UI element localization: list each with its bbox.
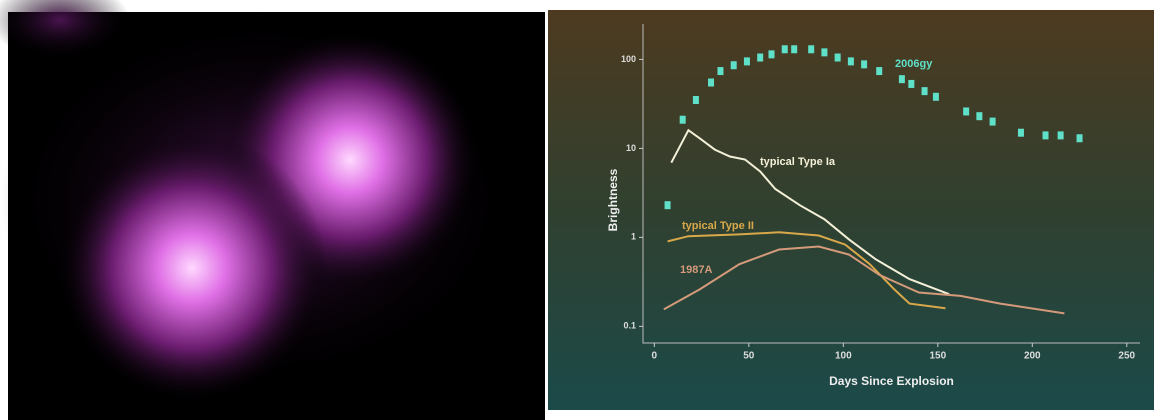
data-point bbox=[835, 54, 841, 62]
data-point bbox=[1018, 129, 1024, 137]
data-point bbox=[899, 75, 905, 83]
data-point bbox=[791, 45, 797, 53]
data-point bbox=[976, 112, 982, 120]
x-tick-label: 0 bbox=[652, 351, 658, 362]
series-label: 1987A bbox=[680, 264, 712, 276]
x-tick-label: 250 bbox=[1118, 351, 1135, 362]
data-point bbox=[922, 87, 928, 95]
data-point bbox=[876, 67, 882, 75]
data-point bbox=[1058, 131, 1064, 139]
data-point bbox=[680, 116, 686, 124]
screenshot: 0.1 1 10 100 0 50 100 150 200 250 Days Since Explo… bbox=[0, 0, 1154, 420]
data-point bbox=[757, 54, 763, 62]
x-tick-label: 200 bbox=[1024, 351, 1041, 362]
data-point bbox=[1077, 134, 1083, 142]
data-point bbox=[744, 57, 750, 65]
y-tick-label: 100 bbox=[621, 54, 636, 64]
y-tick-label: 1 bbox=[631, 232, 636, 242]
data-point bbox=[848, 57, 854, 65]
series-label: typical Type Ia bbox=[760, 156, 836, 168]
xray-image bbox=[0, 0, 545, 420]
y-axis-label: Brightness bbox=[606, 168, 620, 231]
data-point bbox=[693, 96, 699, 104]
data-point bbox=[731, 61, 737, 69]
x-tick-label: 50 bbox=[743, 351, 755, 362]
data-point bbox=[782, 45, 788, 53]
x-tick-label: 150 bbox=[929, 351, 946, 362]
y-tick-label: 0.1 bbox=[623, 321, 636, 331]
data-point bbox=[861, 60, 867, 68]
data-point bbox=[821, 48, 827, 56]
data-point bbox=[717, 67, 723, 75]
data-point bbox=[708, 79, 714, 87]
data-point bbox=[908, 80, 914, 88]
data-point bbox=[933, 93, 939, 101]
data-point bbox=[665, 201, 671, 209]
data-point bbox=[1043, 131, 1049, 139]
series-label: typical Type II bbox=[682, 220, 754, 232]
x-axis-label: Days Since Explosion bbox=[829, 374, 954, 388]
data-point bbox=[808, 45, 814, 53]
data-point bbox=[963, 107, 969, 115]
y-tick-label: 10 bbox=[626, 143, 636, 153]
x-tick-label: 100 bbox=[835, 351, 852, 362]
data-point bbox=[990, 118, 996, 126]
series-label: 2006gy bbox=[895, 58, 933, 70]
data-point bbox=[769, 50, 775, 58]
